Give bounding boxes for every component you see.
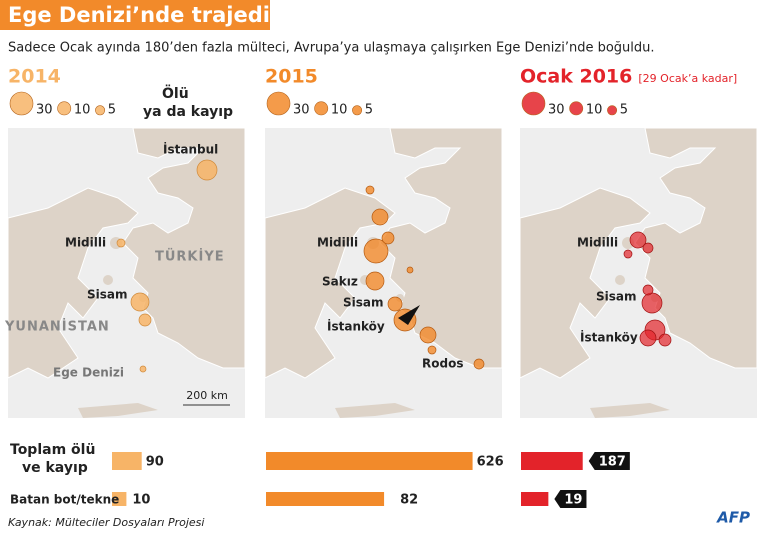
panel-year: 2014 [8,66,61,88]
place-label: Midilli [65,236,106,250]
credit: AFP [716,509,750,527]
place-label: İstanköy [327,319,385,334]
legend-label: 10 [586,103,603,118]
map-bubbles [623,231,672,347]
boats-bar [112,492,127,506]
place-label: Sisam [596,290,637,304]
legend-label: 5 [108,103,116,118]
value-label: 10 [132,493,150,508]
total-bar [112,452,142,470]
map-bubbles [116,159,218,373]
subtitle: Sadece Ocak ayında 180’den fazla mülteci… [8,41,655,56]
legend-label: 10 [331,103,348,118]
value-label: 19 [564,493,582,508]
legend-bubble [352,105,363,116]
place-label: YUNANİSTAN [4,319,110,335]
place-label: Ege Denizi [53,366,124,380]
boats-bar [266,492,385,506]
place-label: Midilli [317,236,358,250]
legend-bubble [607,105,618,116]
source: Kaynak: Mülteciler Dosyaları Projesi [8,516,204,529]
row-label: Toplam ölü [10,442,95,458]
label-tag [588,452,630,470]
legend-bubble [569,101,584,116]
place-label: Midilli [577,236,618,250]
panel-year: 2015 [265,66,318,88]
row-label: Batan bot/tekne [10,493,119,507]
title: Ege Denizi’nde trajedi [8,3,270,27]
place-label: Sakız [322,275,358,289]
legend-bubble [314,101,329,116]
legend-label: 10 [74,103,91,118]
panel-year: Ocak 2016 [520,66,632,88]
legend-label: 30 [548,103,565,118]
place-label: TÜRKİYE [155,249,225,265]
place-label: Rodos [422,357,463,371]
legend-title: ya da kayıp [143,104,233,120]
legend-label: 30 [36,103,53,118]
legend-bubble [57,101,72,116]
legend-bubble [521,91,546,116]
title-band [0,0,270,30]
place-label: İstanköy [580,330,638,345]
boats-bar [521,492,549,506]
legend-title: Ölü [162,84,189,102]
place-label: İstanbul [163,142,218,157]
map-bubbles [363,185,485,370]
legend-bubble [266,91,291,116]
legend-label: 30 [293,103,310,118]
legend-label: 5 [365,103,373,118]
legend-bubble [95,105,106,116]
legend-bubble [9,91,34,116]
panel-note: [29 Ocak’a kadar] [638,72,737,85]
value-label: 626 [477,455,504,470]
map [264,127,503,419]
total-bar [521,452,583,470]
place-label: Sisam [343,296,384,310]
total-bar [266,452,473,470]
scale-label: 200 km [186,389,228,402]
legend-label: 5 [620,103,628,118]
row-label: ve kayıp [22,460,88,476]
label-tag [554,490,587,508]
place-label: Sisam [87,288,128,302]
value-label: 90 [146,455,164,470]
value-label: 187 [599,455,626,470]
value-label: 82 [400,493,418,508]
pointer [398,305,420,325]
map [519,127,758,419]
